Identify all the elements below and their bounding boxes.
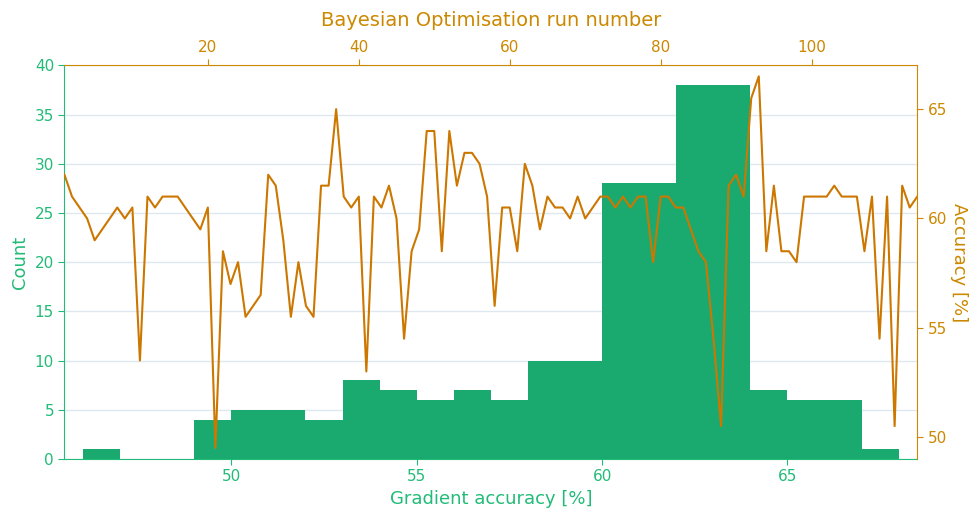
Bar [713, 85, 750, 459]
Bar [564, 361, 601, 459]
Y-axis label: Count: Count [11, 236, 29, 289]
Bar [268, 409, 305, 459]
Bar [305, 419, 342, 459]
Bar [601, 184, 639, 459]
Bar [231, 409, 268, 459]
X-axis label: Gradient accuracy [%]: Gradient accuracy [%] [389, 490, 592, 508]
Bar [417, 400, 454, 459]
Bar [861, 449, 898, 459]
Bar [786, 400, 823, 459]
Y-axis label: Accuracy [%]: Accuracy [%] [949, 202, 967, 322]
Bar [342, 380, 379, 459]
Bar [379, 390, 417, 459]
Bar [83, 449, 120, 459]
Bar [823, 400, 861, 459]
Bar [490, 400, 527, 459]
Title: Bayesian Optimisation run number: Bayesian Optimisation run number [321, 11, 660, 30]
Bar [676, 85, 713, 459]
Bar [527, 361, 564, 459]
Bar [454, 390, 490, 459]
Bar [639, 184, 676, 459]
Bar [194, 419, 231, 459]
Bar [750, 390, 786, 459]
